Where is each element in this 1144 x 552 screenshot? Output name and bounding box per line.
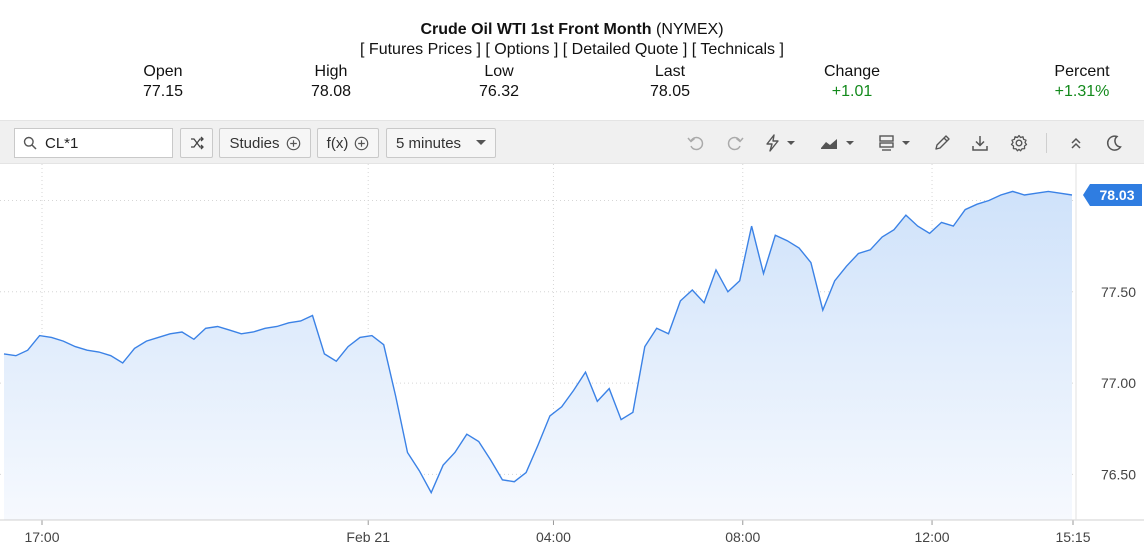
technicals-link[interactable]: [ Technicals ]	[691, 41, 784, 58]
settings-icon	[1010, 134, 1028, 152]
x-tick-label: 08:00	[725, 529, 760, 545]
options-link[interactable]: [ Options ]	[485, 41, 559, 58]
quote-header: Crude Oil WTI 1st Front Month (NYMEX) [ …	[0, 0, 1144, 120]
chart-type-dropdown[interactable]	[816, 131, 858, 155]
undo-icon	[687, 136, 704, 151]
last-price-badge: 78.03	[1083, 184, 1142, 207]
settings-button[interactable]	[1006, 131, 1032, 155]
stat-value: 76.32	[478, 83, 520, 100]
page-title: Crude Oil WTI 1st Front Month (NYMEX)	[0, 21, 1144, 39]
exchange-name: (NYMEX)	[655, 21, 724, 38]
undo-button[interactable]	[683, 131, 709, 155]
stat-label: Change	[823, 63, 881, 80]
plus-circle-icon	[286, 136, 300, 150]
stat-high: High 78.08	[271, 62, 391, 102]
x-tick-label: 04:00	[536, 529, 571, 545]
layout-icon	[879, 135, 910, 151]
price-chart[interactable]: 76.50 77.00 77.50 17:00 Feb 21 04:00 08:00 12:0…	[0, 164, 1144, 552]
interval-label: 5 minutes	[396, 134, 462, 152]
y-tick-label: 77.00	[1101, 375, 1136, 391]
dark-mode-button[interactable]	[1101, 131, 1127, 155]
last-price-label: 78.03	[1099, 187, 1134, 203]
functions-button[interactable]: f(x)	[317, 128, 379, 158]
price-area-fill	[4, 191, 1072, 520]
stat-value: 77.15	[142, 83, 184, 100]
dark-mode-icon	[1106, 135, 1122, 151]
stat-last: Last 78.05	[610, 62, 730, 102]
stat-change: Change +1.01	[792, 62, 912, 102]
stat-label: Last	[654, 63, 686, 80]
layout-dropdown[interactable]	[874, 131, 914, 155]
compare-button[interactable]	[180, 128, 213, 158]
toolbar-divider	[1046, 133, 1047, 153]
stat-value: 78.08	[310, 83, 352, 100]
stat-label: Percent	[1054, 63, 1110, 80]
draw-button[interactable]	[929, 131, 955, 155]
search-icon	[23, 136, 37, 150]
chart-svg: 76.50 77.00 77.50 17:00 Feb 21 04:00 08:00 12:0…	[0, 164, 1144, 545]
detailed-quote-link[interactable]: [ Detailed Quote ]	[562, 41, 688, 58]
studies-label: Studies	[229, 134, 280, 152]
collapse-button[interactable]	[1063, 131, 1089, 155]
chart-type-icon	[821, 139, 854, 149]
stat-value: 78.05	[649, 83, 691, 100]
plus-circle-icon	[355, 136, 369, 150]
x-tick-label: Feb 21	[346, 529, 390, 545]
chart-toolbar: Studies f(x) 5 minutes	[0, 120, 1144, 164]
y-tick-label: 76.50	[1101, 466, 1136, 482]
stat-open: Open 77.15	[103, 62, 223, 102]
caret-down-icon	[476, 140, 487, 145]
x-tick-label: 12:00	[915, 529, 950, 545]
compare-icon	[190, 136, 204, 150]
last-price-badge-bg	[1083, 184, 1142, 207]
draw-icon	[935, 135, 950, 150]
x-tick-label: 17:00	[24, 529, 59, 545]
collapse-icon	[1071, 137, 1081, 149]
download-icon	[972, 136, 988, 151]
quote-links: [ Futures Prices ] [ Options ] [ Detaile…	[0, 41, 1144, 59]
y-tick-label: 77.50	[1101, 284, 1136, 300]
price-line	[3, 190, 1073, 495]
x-tick-label: 15:15	[1055, 529, 1090, 545]
redo-icon	[727, 136, 744, 151]
stat-label: High	[314, 63, 348, 80]
lightning-icon	[766, 134, 795, 152]
stat-value: +1.01	[831, 83, 873, 100]
symbol-search[interactable]	[14, 128, 173, 158]
studies-button[interactable]: Studies	[219, 128, 311, 158]
symbol-input[interactable]	[45, 134, 155, 152]
interval-dropdown[interactable]: 5 minutes	[386, 128, 496, 158]
stat-percent: Percent +1.31%	[1022, 62, 1142, 102]
instrument-name: Crude Oil WTI 1st Front Month	[420, 21, 652, 38]
events-dropdown[interactable]	[760, 131, 800, 155]
stat-label: Open	[143, 63, 183, 80]
functions-label: f(x)	[326, 134, 349, 152]
download-button[interactable]	[967, 131, 993, 155]
futures-prices-link[interactable]: [ Futures Prices ]	[360, 41, 481, 58]
stat-low: Low 76.32	[439, 62, 559, 102]
redo-button[interactable]	[722, 131, 748, 155]
stat-label: Low	[484, 63, 514, 80]
stat-value: +1.31%	[1054, 83, 1110, 100]
